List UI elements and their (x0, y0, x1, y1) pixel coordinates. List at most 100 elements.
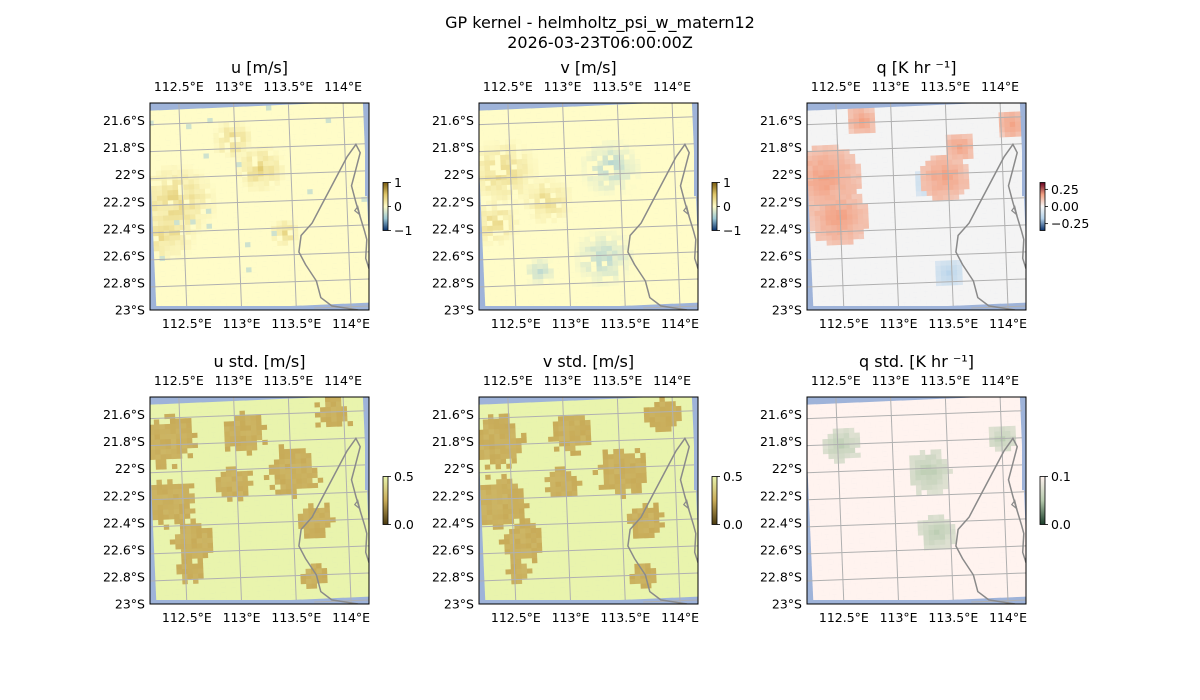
colorbar-tick: 0.5 (723, 469, 743, 484)
y-tick-left: 22.4°S (760, 221, 802, 236)
ocean-south (150, 306, 315, 310)
x-tick-bottom: 112.5°E (491, 610, 541, 625)
colorbar-q_std: 0.1 0.0 (1039, 469, 1071, 532)
x-tick-bottom: 113°E (223, 610, 261, 625)
island (682, 205, 690, 217)
island (353, 205, 361, 217)
ocean-south (479, 600, 644, 604)
x-tick-top: 113°E (872, 373, 910, 388)
figure-subtitle: 2026-03-23T06:00:00Z (507, 33, 693, 52)
y-tick-left: 21.8°S (432, 434, 474, 449)
x-tick-top: 114°E (981, 373, 1019, 388)
y-tick-left: 22.6°S (432, 248, 474, 263)
y-tick-left: 21.6°S (432, 113, 474, 128)
y-tick-left: 21.6°S (103, 113, 145, 128)
panel-title-q_std: q std. [K hr ⁻¹] (859, 352, 974, 371)
island (353, 499, 361, 511)
y-tick-left: 22°S (772, 167, 802, 182)
colorbar-u: 1 0 −1 (382, 175, 412, 238)
colorbar-tick: 0 (723, 199, 731, 214)
colorbar-tick: 0.5 (394, 469, 414, 484)
y-tick-left: 21.8°S (432, 140, 474, 155)
x-tick-top: 113°E (215, 373, 253, 388)
island (1010, 499, 1018, 511)
y-tick-left: 23°S (772, 303, 802, 318)
axes-frame (806, 102, 1027, 311)
x-tick-bottom: 113°E (552, 316, 590, 331)
panel-title-v_std: v std. [m/s] (543, 352, 634, 371)
x-tick-bottom: 112.5°E (819, 316, 869, 331)
gridlines (807, 397, 1026, 604)
gridlines (150, 397, 369, 604)
colorbar-tick: −1 (723, 223, 741, 238)
y-tick-left: 22°S (444, 461, 474, 476)
colorbar-u_std: 0.5 0.0 (382, 469, 414, 532)
colorbar-bar (382, 476, 389, 525)
y-tick-left: 22.6°S (103, 542, 145, 557)
y-tick-left: 22.2°S (103, 488, 145, 503)
colorbar-bar (711, 182, 718, 231)
map-area (807, 103, 1026, 310)
y-tick-left: 22.4°S (760, 515, 802, 530)
y-tick-left: 22.6°S (432, 542, 474, 557)
x-tick-bottom: 114°E (661, 316, 699, 331)
colorbar-tick: 0.0 (1051, 517, 1071, 532)
y-tick-left: 22°S (772, 461, 802, 476)
x-tick-top: 112.5°E (483, 373, 533, 388)
x-tick-bottom: 112.5°E (162, 610, 212, 625)
colorbar-q: 0.25 0.00 −0.25 (1039, 182, 1089, 231)
y-tick-left: 22.2°S (760, 194, 802, 209)
x-tick-bottom: 113.5°E (600, 610, 650, 625)
island (1010, 205, 1018, 217)
x-tick-top: 113°E (872, 79, 910, 94)
y-tick-left: 23°S (772, 597, 802, 612)
x-tick-bottom: 114°E (332, 610, 370, 625)
colorbar-bar (1039, 476, 1046, 525)
ocean-nw (807, 103, 847, 107)
x-tick-bottom: 114°E (989, 610, 1027, 625)
x-tick-top: 113°E (215, 79, 253, 94)
axes-frame (478, 102, 699, 311)
x-tick-bottom: 113°E (880, 316, 918, 331)
x-tick-top: 114°E (981, 79, 1019, 94)
x-tick-bottom: 113.5°E (271, 316, 321, 331)
y-tick-left: 23°S (115, 303, 145, 318)
axes-frame (478, 396, 699, 605)
x-tick-bottom: 113.5°E (928, 610, 978, 625)
y-tick-left: 21.8°S (760, 434, 802, 449)
colorbar-tick: 0.1 (1051, 469, 1071, 484)
x-tick-top: 113.5°E (592, 79, 642, 94)
colorbar-tick: 0.0 (723, 517, 743, 532)
map-area (150, 103, 369, 310)
y-tick-left: 22.2°S (432, 488, 474, 503)
ocean-south (807, 600, 972, 604)
data-cells (150, 397, 369, 604)
x-tick-top: 112.5°E (811, 373, 861, 388)
y-tick-left: 21.6°S (432, 407, 474, 422)
x-tick-top: 112.5°E (483, 79, 533, 94)
ocean-nw (479, 397, 519, 401)
y-tick-left: 22.8°S (432, 569, 474, 584)
y-tick-left: 21.8°S (103, 140, 145, 155)
ocean-east (694, 397, 698, 491)
x-tick-bottom: 112.5°E (819, 610, 869, 625)
map-area (479, 103, 698, 310)
y-tick-left: 23°S (115, 597, 145, 612)
x-tick-top: 112.5°E (154, 373, 204, 388)
data-cells (479, 103, 698, 310)
ocean-east (1022, 103, 1026, 197)
x-tick-bottom: 114°E (989, 316, 1027, 331)
figure-title: GP kernel - helmholtz_psi_w_matern12 (445, 13, 755, 33)
x-tick-bottom: 114°E (332, 316, 370, 331)
gridlines (807, 103, 1026, 310)
x-tick-top: 114°E (324, 79, 362, 94)
x-tick-bottom: 113.5°E (600, 316, 650, 331)
x-tick-top: 114°E (324, 373, 362, 388)
y-tick-left: 23°S (444, 597, 474, 612)
x-tick-bottom: 113.5°E (928, 316, 978, 331)
coastline (955, 142, 1026, 310)
y-tick-left: 21.6°S (103, 407, 145, 422)
y-tick-left: 22.8°S (103, 569, 145, 584)
